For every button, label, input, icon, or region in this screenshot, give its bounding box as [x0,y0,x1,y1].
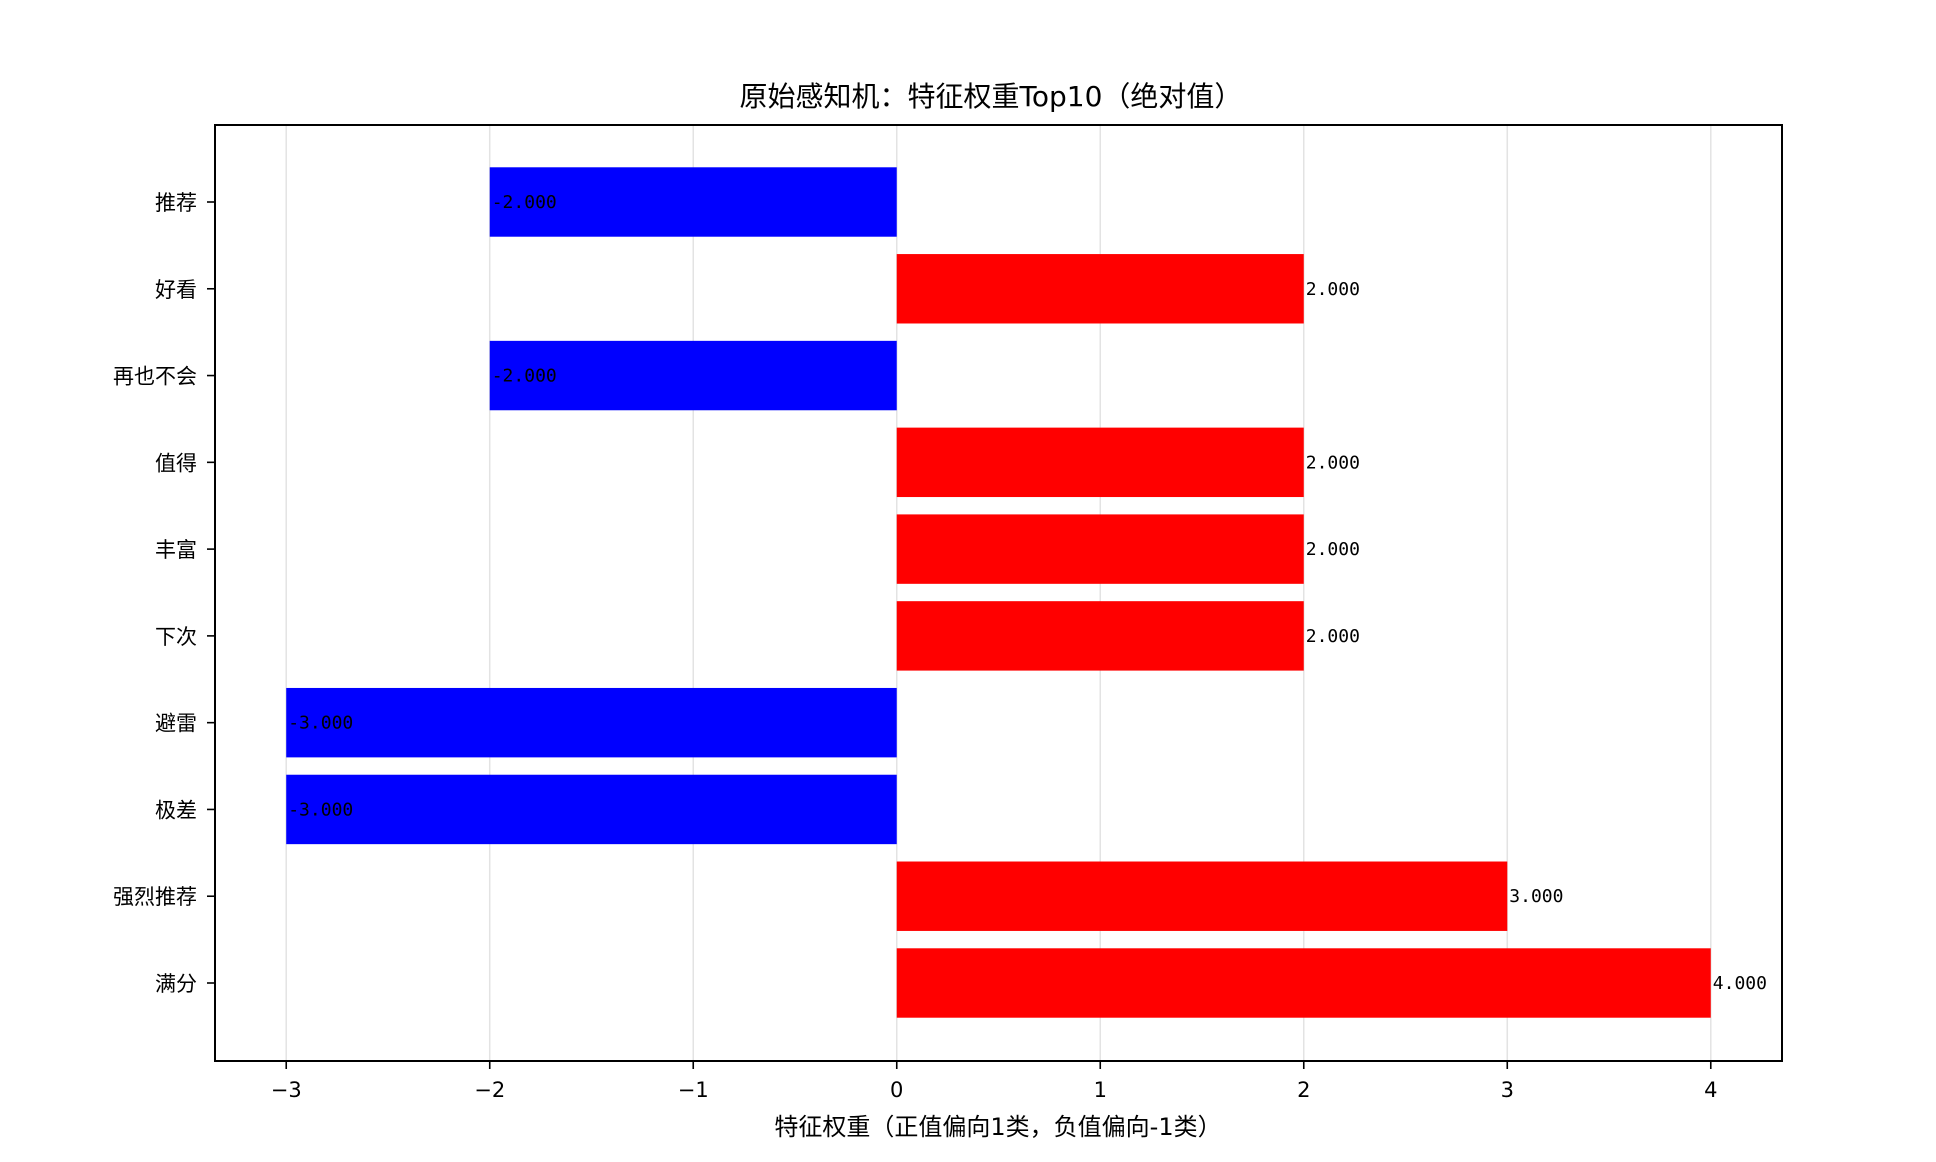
data-label-6: 2.000 [1306,626,1360,647]
bar-4 [896,427,1304,498]
data-label-9: 3.000 [1509,886,1563,907]
x-axis-ticks: −3 −2 −1 0 1 2 3 4 [271,1061,1717,1102]
y-tick-label-2: 好看 [155,278,197,302]
chart-title: 原始感知机：特征权重Top10（绝对值） [740,80,1243,113]
y-tick-label-4: 值得 [155,451,197,475]
data-label-7: -3.000 [288,713,353,734]
data-label-2: 2.000 [1306,279,1360,300]
x-tick-label-5: 1 [1094,1078,1107,1102]
bar-6 [896,601,1304,671]
data-label-1: -2.000 [492,192,557,213]
x-tick-label-2: −2 [474,1078,505,1102]
plot-frame [214,124,1783,1062]
bar-9 [896,861,1508,931]
y-tick-label-5: 丰富 [155,538,197,562]
data-label-5: 2.000 [1306,539,1360,560]
bar-5 [896,514,1304,584]
bar-8 [286,774,897,845]
bars [286,167,1711,1018]
y-tick-label-3: 再也不会 [113,365,197,389]
x-tick-label-8: 4 [1704,1078,1717,1102]
x-tick-label-7: 3 [1501,1078,1514,1102]
y-tick-label-10: 满分 [155,972,197,996]
data-label-3: -2.000 [492,366,557,387]
x-tick-label-4: 0 [890,1078,903,1102]
x-tick-label-6: 2 [1297,1078,1310,1102]
bar-2 [896,254,1304,324]
y-tick-label-8: 极差 [155,798,197,822]
bar-7 [286,687,897,758]
data-label-4: 2.000 [1306,452,1360,473]
data-label-10: 4.000 [1713,973,1767,994]
bar-3 [489,340,897,411]
bar-1 [489,167,897,237]
bar-10 [896,948,1711,1018]
y-tick-label-6: 下次 [155,625,197,649]
y-tick-label-1: 推荐 [155,191,197,215]
y-tick-label-9: 强烈推荐 [113,885,197,909]
data-labels: -2.000 2.000 -2.000 2.000 2.000 2.000 -3.000 -3… [288,192,1767,994]
x-axis-label: 特征权重（正值偏向1类，负值偏向-1类） [774,1113,1221,1141]
y-tick-label-7: 避雷 [155,712,197,736]
x-tick-label-1: −3 [271,1078,302,1102]
x-tick-label-3: −1 [678,1078,709,1102]
data-label-8: -3.000 [288,799,353,820]
